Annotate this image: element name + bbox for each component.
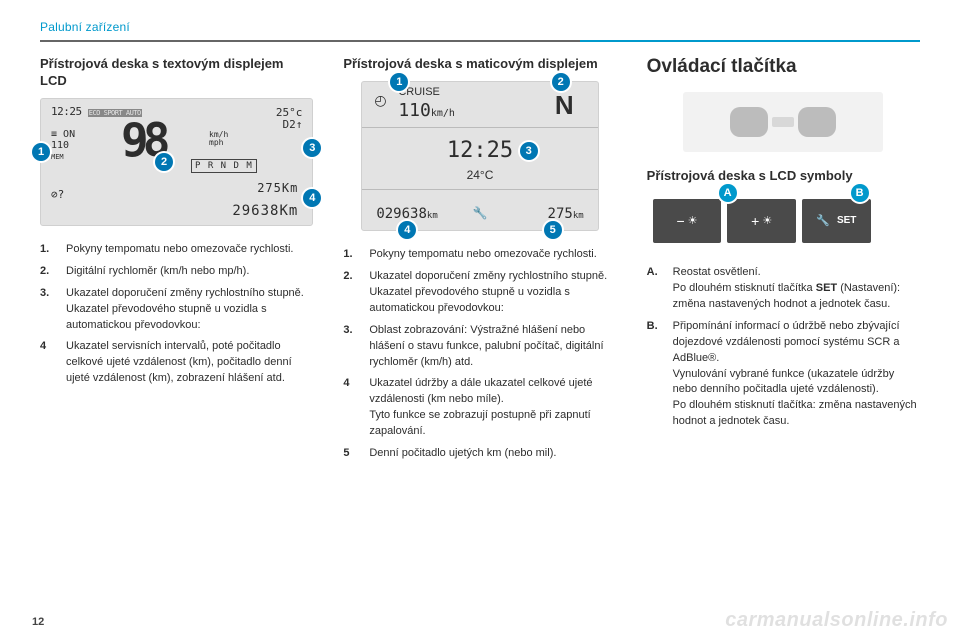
wrench-icon: 🔧	[473, 206, 488, 220]
brightness-plus-button[interactable]: +☀	[727, 199, 796, 243]
callout-badge-A: A	[719, 184, 737, 202]
wrench-icon: 🔧	[816, 214, 830, 227]
watermark: carmanualsonline.info	[725, 609, 948, 632]
col1-title: Přístrojová deska s textovým displejem L…	[40, 56, 313, 90]
controls-illustration	[683, 92, 883, 152]
col2-title: Přístrojová deska s maticovým displejem	[343, 56, 616, 73]
callout-badge-2: 2	[552, 73, 570, 91]
matrix-odometer: 029638km	[376, 206, 437, 222]
column-2: Přístrojová deska s maticovým displejem …	[343, 56, 616, 468]
lcd-left-block: ≡ ON110MEM	[51, 129, 75, 162]
callout-badge-2: 2	[155, 153, 173, 171]
list-item: A. Reostat osvětlení. Po dlouhém stisknu…	[647, 265, 920, 313]
list-item: 2.Digitální rychloměr (km/h nebo mp/h).	[40, 264, 313, 280]
cruise-icon: ◴	[374, 92, 386, 109]
gear-display: N	[555, 90, 574, 121]
list-item: 4Ukazatel údržby a dále ukazatel celkové…	[343, 376, 616, 440]
lcd-buttons-figure: −☀ +☀ 🔧SET A B	[647, 193, 877, 249]
lcd-right-block: 25°cD2↑	[276, 107, 303, 131]
matrix-trip: 275km	[548, 206, 584, 222]
lcd-trip: 275Km	[257, 181, 298, 195]
section-header: Palubní zařízení	[40, 20, 920, 34]
column-1: Přístrojová deska s textovým displejem L…	[40, 56, 313, 468]
col3-list: A. Reostat osvětlení. Po dlouhém stisknu…	[647, 265, 920, 430]
list-item: 2.Ukazatel doporučení změny rychlostního…	[343, 269, 616, 317]
list-item: 4Ukazatel servisních intervalů, poté poč…	[40, 339, 313, 387]
page-number: 12	[32, 616, 44, 628]
matrix-temp: 24°C	[362, 168, 597, 182]
sun-icon: ☀	[762, 214, 772, 227]
col3-title: Ovládací tlačítka	[647, 56, 920, 78]
column-3: Ovládací tlačítka Přístrojová deska s LC…	[647, 56, 920, 468]
center-bar-icon	[772, 117, 794, 127]
lcd-odometer: 29638Km	[232, 203, 298, 219]
lcd-warning-icon: ⊘?	[51, 188, 64, 201]
list-item: B. Připomínání informací o údržbě nebo z…	[647, 319, 920, 431]
list-item: 5Denní počitadlo ujetých km (nebo mil).	[343, 446, 616, 462]
callout-badge-3: 3	[520, 142, 538, 160]
callout-badge-4: 4	[398, 221, 416, 239]
lcd-gear-indicator: P R N D M	[191, 159, 257, 173]
list-item: 1.Pokyny tempomatu nebo omezovače rychlo…	[343, 247, 616, 263]
right-pod-icon	[798, 107, 836, 137]
brightness-minus-button[interactable]: −☀	[653, 199, 722, 243]
matrix-time: 12:25	[362, 138, 597, 163]
callout-badge-1: 1	[32, 143, 50, 161]
callout-badge-3: 3	[303, 139, 321, 157]
list-item: 3.Oblast zobrazování: Výstražné hlášení …	[343, 323, 616, 371]
callout-badge-B: B	[851, 184, 869, 202]
sun-icon: ☀	[688, 214, 698, 227]
lcd-units: km/hmph	[209, 131, 228, 147]
header-rule	[40, 40, 920, 42]
list-item: 1.Pokyny tempomatu nebo omezovače rychlo…	[40, 242, 313, 258]
col3-subtitle: Přístrojová deska s LCD symboly	[647, 168, 920, 185]
lcd-text-figure: 12:25 ECO SPORT AUTO 98 km/hmph 25°cD2↑ …	[40, 98, 313, 226]
cruise-speed: 110km/h	[398, 100, 455, 121]
col2-list: 1.Pokyny tempomatu nebo omezovače rychlo…	[343, 247, 616, 462]
left-pod-icon	[730, 107, 768, 137]
col1-list: 1.Pokyny tempomatu nebo omezovače rychlo…	[40, 242, 313, 388]
list-item: 3.Ukazatel doporučení změny rychlostního…	[40, 286, 313, 334]
callout-badge-5: 5	[544, 221, 562, 239]
set-button[interactable]: 🔧SET	[802, 199, 871, 243]
callout-badge-4: 4	[303, 189, 321, 207]
lcd-matrix-figure: ◴ CRUISE 110km/h N 12:25 24°C 029638km 🔧…	[361, 81, 598, 231]
